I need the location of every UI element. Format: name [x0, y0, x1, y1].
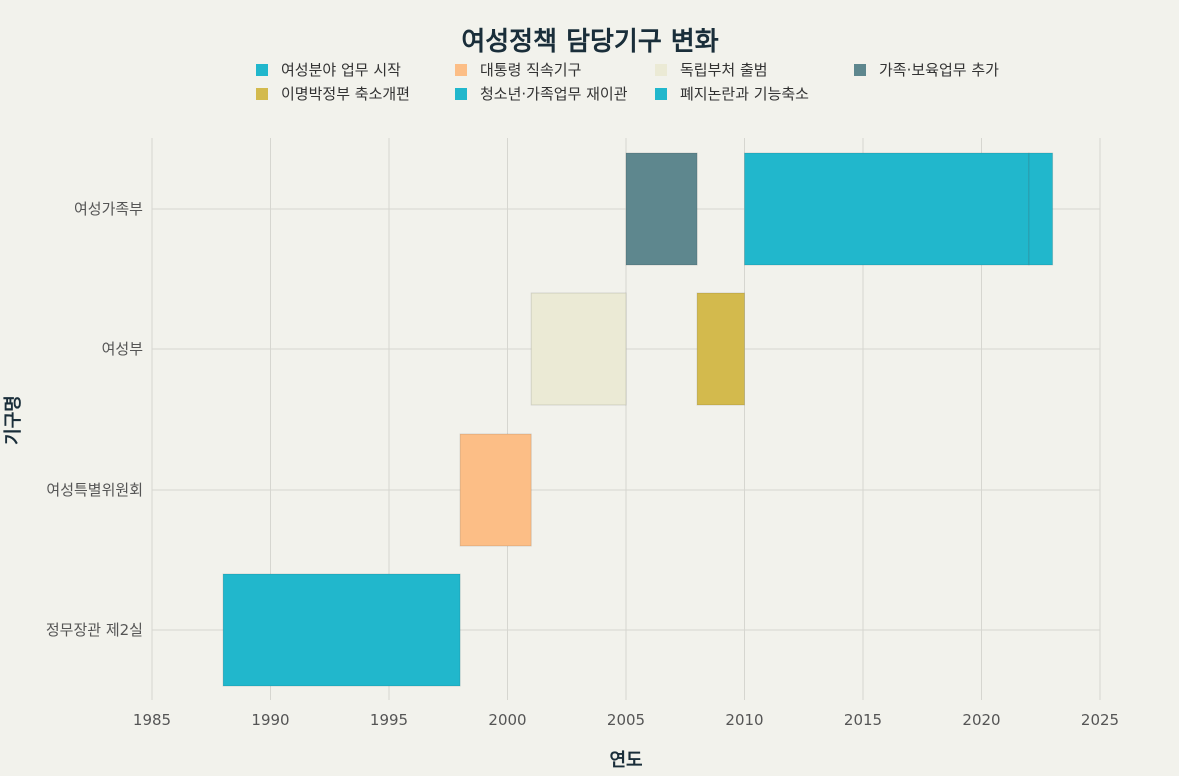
x-tick-label: 2010 — [725, 711, 763, 729]
legend-swatch — [655, 88, 667, 100]
legend-swatch — [655, 64, 667, 76]
legend-label: 독립부처 출범 — [680, 61, 768, 79]
x-tick-label: 2000 — [488, 711, 526, 729]
legend-swatch — [455, 88, 467, 100]
gantt-bar — [530, 292, 627, 406]
legend-label: 가족·보육업무 추가 — [879, 61, 999, 79]
gantt-bar — [459, 433, 532, 547]
y-tick-label: 여성특별위원회 — [46, 481, 143, 499]
legend-swatch — [256, 88, 268, 100]
legend-label: 대통령 직속기구 — [480, 61, 581, 79]
legend-label: 여성분야 업무 시작 — [281, 61, 401, 79]
x-tick-label: 1990 — [251, 711, 289, 729]
x-tick-label: 2025 — [1081, 711, 1119, 729]
x-axis-title: 연도 — [609, 750, 642, 771]
y-tick-label: 정무장관 제2실 — [46, 621, 143, 639]
gantt-bar — [744, 152, 1030, 266]
x-tick-label: 2015 — [844, 711, 882, 729]
x-tick-label: 1985 — [133, 711, 171, 729]
y-axis-title: 기구명 — [3, 395, 24, 445]
x-tick-label: 1995 — [370, 711, 408, 729]
gantt-bar — [222, 573, 461, 687]
legend-label: 이명박정부 축소개편 — [281, 85, 410, 103]
x-tick-label: 2005 — [607, 711, 645, 729]
x-tick-label: 2020 — [962, 711, 1000, 729]
bars — [222, 152, 1054, 687]
y-tick-label: 여성가족부 — [74, 200, 143, 218]
y-tick-label: 여성부 — [102, 340, 144, 358]
legend: 여성분야 업무 시작 대통령 직속기구 독립부처 출범 가족·보육업무 추가이명박정부… — [256, 61, 999, 103]
legend-label: 청소년·가족업무 재이관 — [480, 85, 628, 103]
legend-swatch — [854, 64, 866, 76]
legend-label: 폐지논란과 기능축소 — [680, 85, 809, 103]
legend-swatch — [455, 64, 467, 76]
gantt-bar — [1028, 152, 1054, 266]
chart-title: 여성정책 담당기구 변화 — [461, 27, 718, 57]
legend-swatch — [256, 64, 268, 76]
gantt-bar — [696, 292, 745, 406]
gantt-bar — [625, 152, 698, 266]
x-axis-ticks: 1985 1990 1995 2000 2005 2010 2015 2020 2025 — [133, 711, 1119, 729]
